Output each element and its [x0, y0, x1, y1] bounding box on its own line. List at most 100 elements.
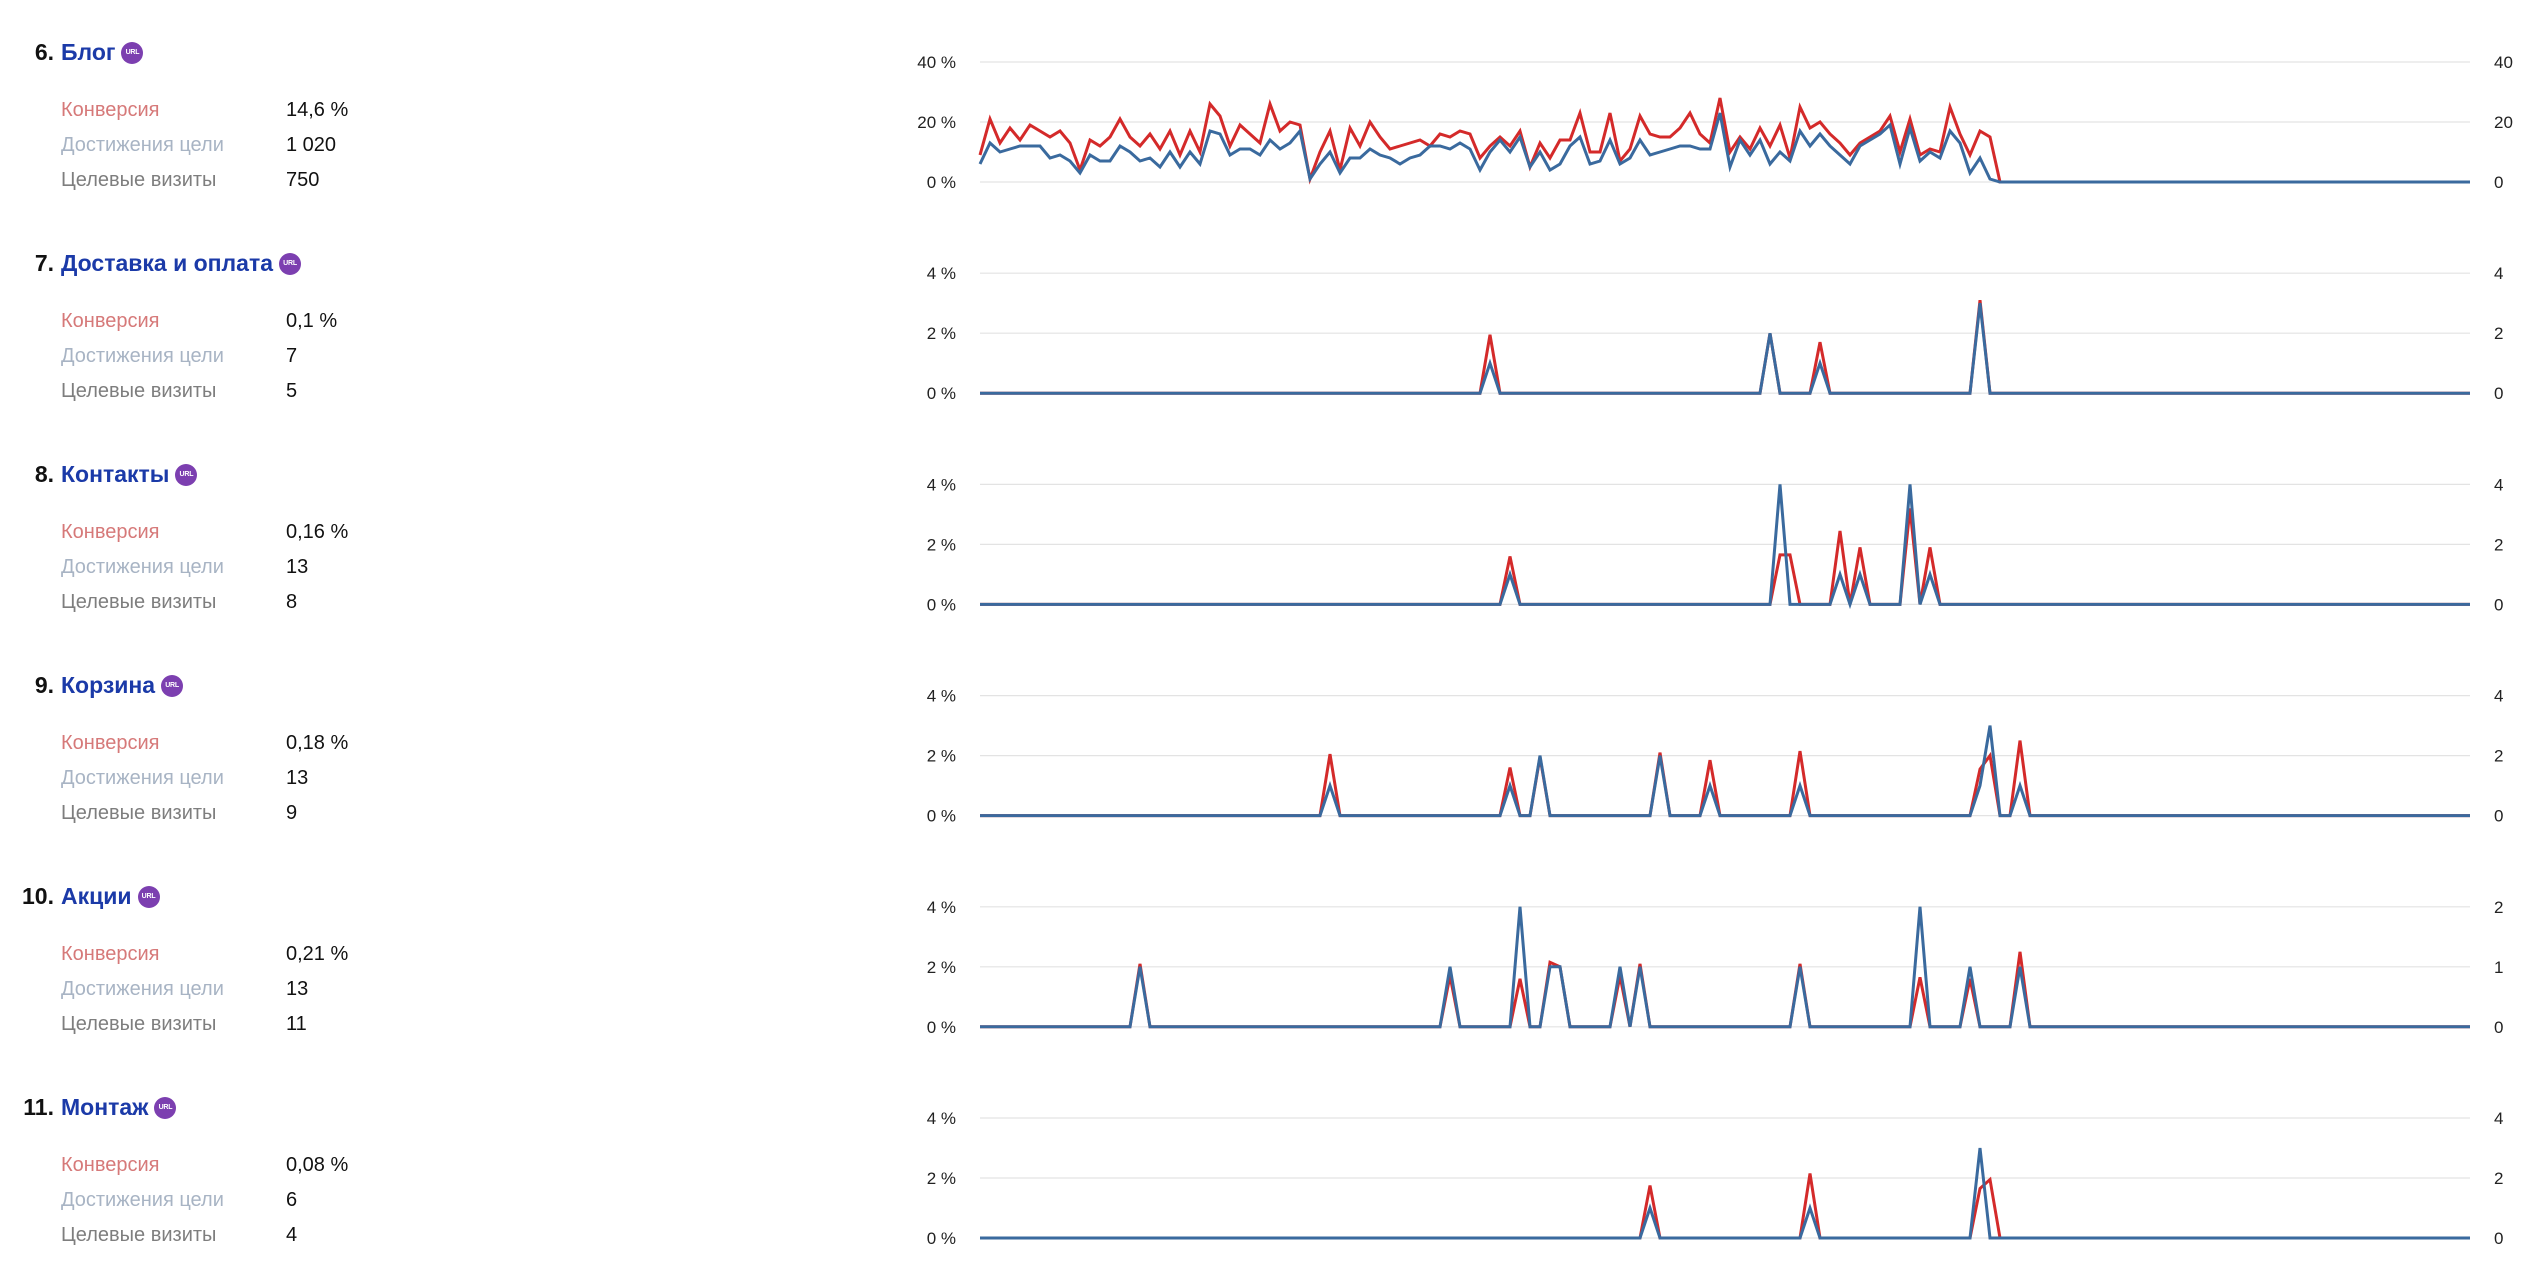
y-tick-left: 4 % [927, 1109, 956, 1128]
y-tick-left: 4 % [927, 264, 956, 283]
reaches-value: 13 [286, 978, 309, 1000]
visits-value: 9 [286, 802, 298, 824]
y-tick-right: 0 [2494, 384, 2503, 403]
conversion-value: 14,6 % [286, 99, 349, 121]
url-badge-icon: URL [161, 674, 184, 697]
y-tick-left: 2 % [927, 1169, 956, 1188]
conversion-series-line [980, 1173, 2470, 1240]
visits-series-line [980, 1147, 2470, 1240]
goal-number: 11. [23, 1094, 54, 1120]
y-tick-left: 0 % [927, 595, 956, 614]
y-tick-left: 0 % [927, 1229, 956, 1248]
goal-number: 9. [34, 672, 54, 698]
goal-title[interactable]: Контакты [61, 461, 170, 487]
goal-block: 10. Акции URL Конверсия 0,21 % Достижения цел… [0, 854, 2522, 1065]
goal-block: 6. Блог URL Конверсия 14,6 % Достижения цели 1… [0, 10, 2522, 221]
goal-title[interactable]: Корзина [61, 672, 156, 698]
y-tick-left: 40 % [917, 53, 956, 72]
conversion-label: Конверсия [61, 99, 160, 121]
goal-title-link[interactable]: Блог URL [61, 39, 144, 66]
y-tick-left: 0 % [927, 1018, 956, 1037]
visits-value: 8 [286, 591, 298, 613]
conversion-value: 0,16 % [286, 521, 349, 543]
reaches-value: 1 020 [286, 134, 337, 156]
y-tick-left: 2 % [927, 958, 956, 977]
goal-block: 9. Корзина URL Конверсия 0,18 % Достижения це… [0, 643, 2522, 854]
visits-value: 5 [286, 380, 298, 402]
goal-title[interactable]: Монтаж [61, 1094, 149, 1120]
reaches-value: 13 [286, 556, 309, 578]
y-tick-left: 0 % [927, 807, 956, 826]
conversion-value: 0,1 % [286, 310, 338, 332]
goal-title-link[interactable]: Монтаж URL [61, 1094, 177, 1121]
reaches-label: Достижения цели [61, 1189, 224, 1211]
reaches-value: 6 [286, 1189, 298, 1211]
y-tick-left: 4 % [927, 475, 956, 494]
conversion-series-line [980, 300, 2470, 395]
visits-value: 750 [286, 169, 320, 191]
conversion-label: Конверсия [61, 521, 160, 543]
goal-title[interactable]: Блог [61, 39, 116, 65]
visits-label: Целевые визиты [61, 802, 217, 824]
goal-block: 11. Монтаж URL Конверсия 0,08 % Достижения це… [0, 1065, 2522, 1276]
visits-series-line [980, 303, 2470, 395]
goal-title-link[interactable]: Контакты URL [61, 461, 198, 488]
conversion-series-line [980, 740, 2470, 818]
visits-label: Целевые визиты [61, 380, 217, 402]
y-tick-left: 0 % [927, 384, 956, 403]
reaches-label: Достижения цели [61, 767, 224, 789]
conversion-value: 0,08 % [286, 1154, 349, 1176]
goal-number: 6. [34, 39, 54, 65]
visits-value: 11 [286, 1013, 307, 1035]
y-tick-right: 0 [2494, 173, 2503, 192]
goal-number: 10. [22, 883, 54, 909]
y-tick-right: 4 [2494, 687, 2503, 706]
reaches-label: Достижения цели [61, 978, 224, 1000]
y-tick-left: 2 % [927, 324, 956, 343]
chart-panel: 0 % 2 % 4 % 0 2 4 [927, 687, 2504, 826]
chart-panel: 0 % 2 % 4 % 0 2 4 [927, 475, 2504, 614]
chart-panel: 0 % 2 % 4 % 0 1 2 [927, 898, 2504, 1037]
visits-label: Целевые визиты [61, 1013, 217, 1035]
visits-label: Целевые визиты [61, 1224, 217, 1246]
goal-title-link[interactable]: Акции URL [61, 883, 160, 910]
y-tick-right: 0 [2494, 807, 2503, 826]
y-tick-right: 0 [2494, 595, 2503, 614]
url-badge-icon: URL [175, 463, 198, 486]
goal-title-link[interactable]: Корзина URL [61, 672, 184, 699]
y-tick-right: 40 [2494, 53, 2513, 72]
goal-title-link[interactable]: Доставка и оплата URL [61, 250, 302, 277]
visits-label: Целевые визиты [61, 169, 217, 191]
visits-series-line [980, 906, 2470, 1029]
y-tick-right: 1 [2494, 958, 2503, 977]
chart-panel: 0 % 2 % 4 % 0 2 4 [927, 264, 2504, 403]
conversion-series-line [980, 508, 2470, 606]
y-tick-right: 2 [2494, 535, 2503, 554]
reaches-label: Достижения цели [61, 134, 224, 156]
url-badge-icon: URL [121, 41, 144, 64]
conversion-value: 0,18 % [286, 732, 349, 754]
conversion-value: 0,21 % [286, 943, 349, 965]
y-tick-right: 2 [2494, 324, 2503, 343]
goal-title[interactable]: Акции [61, 883, 132, 909]
reaches-label: Достижения цели [61, 345, 224, 367]
goal-block: 8. Контакты URL Конверсия 0,16 % Достижения ц… [0, 432, 2522, 643]
url-badge-icon: URL [154, 1096, 177, 1119]
visits-series-line [980, 725, 2470, 818]
y-tick-left: 20 % [917, 113, 956, 132]
goal-number: 8. [34, 461, 54, 487]
y-tick-right: 20 [2494, 113, 2513, 132]
conversion-label: Конверсия [61, 732, 160, 754]
y-tick-left: 4 % [927, 687, 956, 706]
url-badge-icon: URL [137, 885, 160, 908]
conversion-label: Конверсия [61, 943, 160, 965]
y-tick-right: 0 [2494, 1229, 2503, 1248]
goal-title[interactable]: Доставка и оплата [61, 250, 274, 276]
y-tick-right: 2 [2494, 747, 2503, 766]
visits-series-line [978, 112, 2470, 184]
chart-panel: 0 % 2 % 4 % 0 2 4 [927, 1109, 2504, 1248]
y-tick-right: 0 [2494, 1018, 2503, 1037]
conversion-series-line [980, 951, 2470, 1029]
y-tick-right: 4 [2494, 475, 2503, 494]
